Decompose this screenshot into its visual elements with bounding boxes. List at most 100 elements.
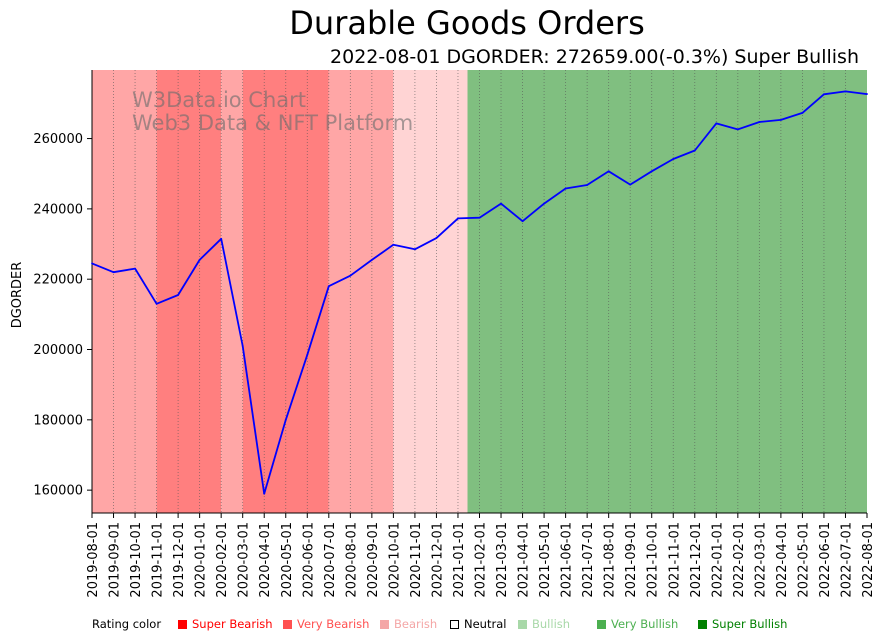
- x-tick-label: 2020-08-01: [344, 522, 359, 598]
- x-tick-label: 2021-01-01: [452, 522, 467, 598]
- x-tick-label: 2021-09-01: [624, 522, 639, 598]
- series-layer: [91, 90, 868, 495]
- x-tick-label: 2022-04-01: [775, 522, 790, 598]
- rating-band: [328, 70, 394, 513]
- data-point: [134, 267, 136, 270]
- rating-band: [393, 70, 474, 513]
- legend-item-bullish: Bullish: [518, 617, 570, 631]
- y-tick-label: 260000: [33, 132, 83, 147]
- data-point: [500, 202, 502, 205]
- y-tick-label: 160000: [33, 484, 83, 499]
- y-tick-label: 240000: [33, 202, 83, 217]
- data-point: [241, 345, 244, 347]
- bearish-swatch: [380, 620, 389, 629]
- legend-text: Very Bullish: [611, 617, 679, 631]
- data-point: [177, 294, 180, 296]
- x-tick-label: 2020-06-01: [301, 522, 316, 598]
- legend-item-super-bullish: Super Bullish: [698, 617, 787, 631]
- legend-text: Neutral: [464, 617, 507, 631]
- legend-item-bearish: Bearish: [380, 617, 437, 631]
- vertical-grid: [113, 70, 846, 513]
- data-point: [155, 302, 158, 305]
- data-point: [414, 248, 416, 251]
- x-tick-label: 2019-10-01: [129, 522, 144, 598]
- data-point: [349, 274, 352, 277]
- watermark-line2: Web3 Data & NFT Platform: [132, 111, 414, 135]
- data-point: [220, 237, 223, 240]
- data-point: [392, 243, 395, 246]
- data-point: [715, 122, 718, 125]
- x-tick-label: 2022-01-01: [710, 522, 725, 598]
- x-tick-label: 2020-02-01: [215, 522, 230, 598]
- x-tick-label: 2020-05-01: [280, 522, 295, 598]
- x-tick-label: 2020-07-01: [323, 522, 338, 598]
- x-tick-label: 2020-12-01: [430, 522, 445, 598]
- neutral-swatch: [450, 620, 459, 629]
- x-tick-label: 2021-11-01: [667, 522, 682, 598]
- data-point: [693, 149, 696, 152]
- data-point: [478, 216, 481, 219]
- data-point: [736, 128, 739, 131]
- y-tick-label: 200000: [33, 343, 83, 358]
- data-point: [370, 258, 373, 261]
- x-tick-label: 2022-08-01: [861, 522, 876, 598]
- data-point: [91, 262, 93, 265]
- data-point: [758, 121, 761, 123]
- x-tick-label: 2020-04-01: [258, 522, 273, 598]
- x-tick-label: 2021-04-01: [517, 522, 532, 598]
- x-tick-label: 2022-05-01: [796, 522, 811, 598]
- x-tick-label: 2021-12-01: [689, 522, 704, 598]
- legend-item-super-bearish: Super Bearish: [178, 617, 273, 631]
- x-tick-label: 2021-03-01: [495, 522, 510, 598]
- rating-bands: [92, 70, 867, 513]
- x-tick-label: 2022-02-01: [732, 522, 747, 598]
- x-tick-label: 2019-11-01: [151, 522, 166, 598]
- data-point: [306, 353, 309, 356]
- data-point: [672, 158, 675, 160]
- data-point: [112, 271, 115, 274]
- x-tick-label: 2021-05-01: [538, 522, 553, 598]
- data-point: [844, 90, 847, 93]
- legend-item-very-bullish: Very Bullish: [597, 617, 678, 631]
- x-tick-label: 2021-07-01: [581, 522, 596, 598]
- y-tick-label: 180000: [33, 413, 83, 428]
- legend-item-neutral: Neutral: [450, 617, 506, 631]
- data-point: [521, 220, 524, 223]
- data-point: [823, 93, 825, 96]
- data-point: [198, 258, 201, 261]
- x-tick-label: 2022-06-01: [818, 522, 833, 598]
- x-tick-label: 2020-09-01: [366, 522, 381, 598]
- very-bullish-swatch: [597, 620, 606, 629]
- y-tick-label: 220000: [33, 273, 83, 288]
- data-point: [543, 202, 545, 205]
- x-tick-label: 2021-02-01: [474, 522, 489, 598]
- data-point: [779, 119, 782, 121]
- x-tick-label: 2020-11-01: [409, 522, 424, 598]
- x-tick-label: 2021-08-01: [603, 522, 618, 598]
- x-tick-label: 2022-03-01: [753, 522, 768, 598]
- legend-text: Very Bearish: [297, 617, 370, 631]
- x-tick-label: 2021-06-01: [560, 522, 575, 598]
- data-point: [607, 170, 610, 173]
- x-tick-label: 2020-03-01: [237, 522, 252, 598]
- data-point: [650, 170, 653, 173]
- watermark-line1: W3Data.io Chart: [132, 88, 307, 112]
- data-point: [564, 187, 567, 190]
- legend-text: Super Bearish: [192, 617, 273, 631]
- x-tick-label: 2020-01-01: [194, 522, 209, 598]
- rating-band: [156, 70, 222, 513]
- legend-text: Bullish: [532, 617, 571, 631]
- data-point: [457, 217, 459, 220]
- chart-subtitle: 2022-08-01 DGORDER: 272659.00(-0.3%) Sup…: [330, 46, 859, 68]
- rating-band: [92, 70, 157, 513]
- legend-text: Bearish: [394, 617, 438, 631]
- legend-item-very-bearish: Very Bearish: [283, 617, 369, 631]
- x-tick-label: 2020-10-01: [387, 522, 402, 598]
- data-point: [801, 111, 804, 114]
- bullish-swatch: [518, 620, 527, 629]
- super-bearish-swatch: [178, 620, 187, 629]
- y-axis-label: DGORDER: [10, 262, 25, 329]
- chart-title: Durable Goods Orders: [289, 4, 645, 42]
- x-tick-label: 2021-10-01: [646, 522, 661, 598]
